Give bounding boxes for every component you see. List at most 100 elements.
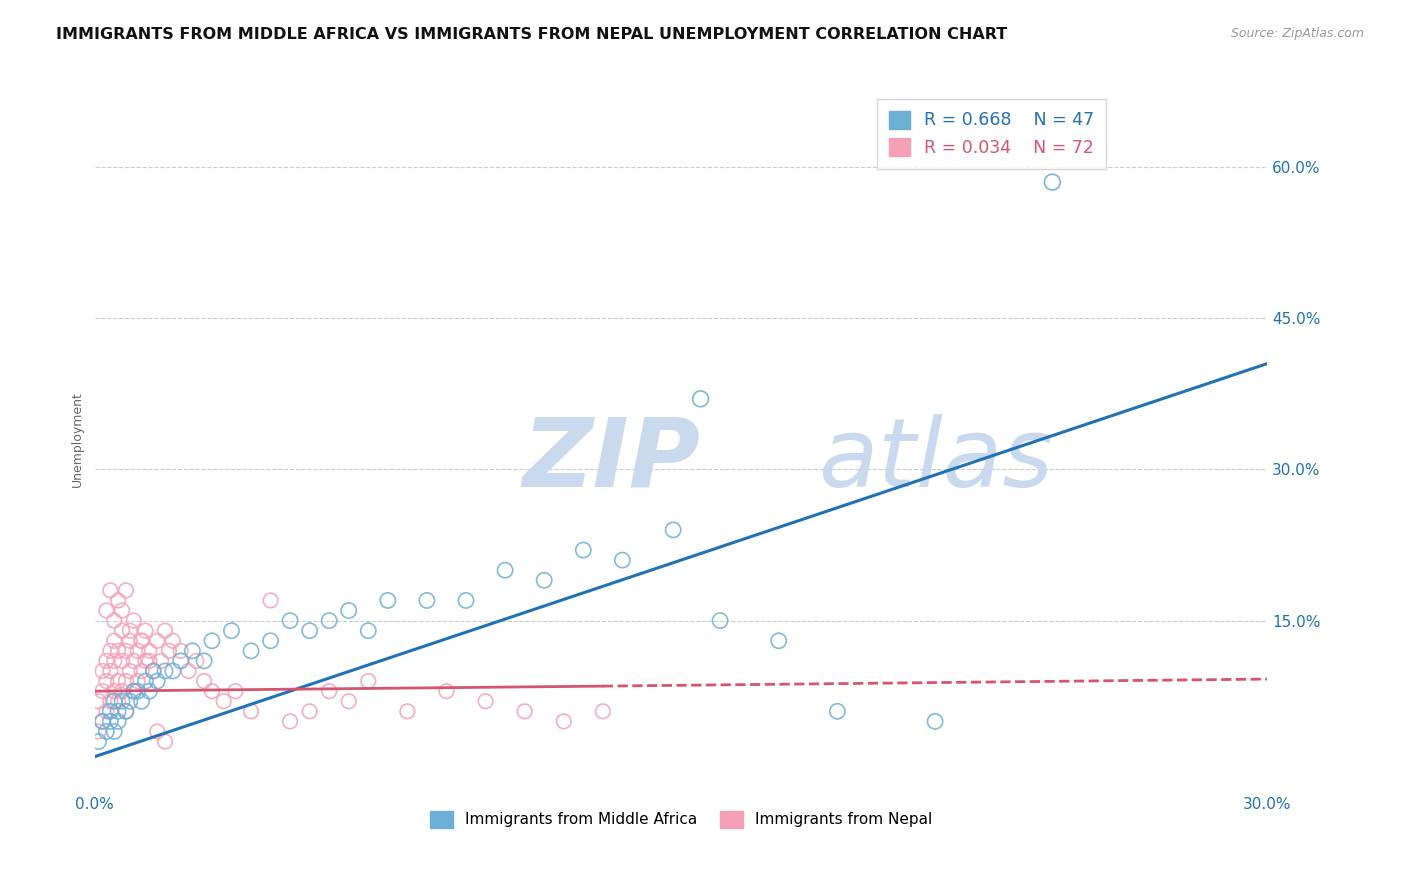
- Point: [138, 654, 160, 668]
- Point: [111, 654, 134, 668]
- Point: [131, 694, 153, 708]
- Point: [127, 684, 149, 698]
- Point: [103, 654, 125, 668]
- Point: [96, 704, 118, 718]
- Point: [131, 633, 153, 648]
- Point: [118, 624, 141, 638]
- Point: [103, 684, 125, 698]
- Point: [416, 593, 439, 607]
- Point: [98, 704, 121, 718]
- Point: [115, 583, 138, 598]
- Point: [131, 633, 153, 648]
- Point: [91, 714, 114, 729]
- Point: [118, 664, 141, 678]
- Point: [122, 684, 145, 698]
- Point: [87, 694, 110, 708]
- Point: [103, 633, 125, 648]
- Point: [212, 694, 235, 708]
- Point: [221, 624, 243, 638]
- Point: [162, 664, 184, 678]
- Point: [169, 644, 191, 658]
- Point: [177, 664, 200, 678]
- Text: ZIP: ZIP: [523, 414, 700, 507]
- Point: [153, 664, 176, 678]
- Point: [138, 644, 160, 658]
- Point: [474, 694, 496, 708]
- Point: [111, 694, 134, 708]
- Point: [193, 654, 215, 668]
- Point: [134, 674, 156, 689]
- Point: [240, 704, 263, 718]
- Point: [513, 704, 536, 718]
- Point: [107, 704, 129, 718]
- Point: [592, 704, 614, 718]
- Point: [107, 644, 129, 658]
- Point: [98, 644, 121, 658]
- Point: [150, 654, 173, 668]
- Point: [98, 694, 121, 708]
- Point: [107, 674, 129, 689]
- Point: [115, 704, 138, 718]
- Point: [118, 694, 141, 708]
- Point: [91, 684, 114, 698]
- Point: [357, 624, 380, 638]
- Point: [494, 563, 516, 577]
- Point: [181, 644, 204, 658]
- Point: [127, 644, 149, 658]
- Point: [96, 603, 118, 617]
- Point: [377, 593, 399, 607]
- Y-axis label: Unemployment: Unemployment: [72, 392, 84, 487]
- Point: [153, 624, 176, 638]
- Point: [318, 684, 340, 698]
- Point: [131, 664, 153, 678]
- Point: [134, 624, 156, 638]
- Legend: Immigrants from Middle Africa, Immigrants from Nepal: Immigrants from Middle Africa, Immigrant…: [423, 805, 938, 834]
- Point: [662, 523, 685, 537]
- Point: [259, 593, 281, 607]
- Point: [91, 664, 114, 678]
- Point: [193, 674, 215, 689]
- Point: [572, 543, 595, 558]
- Point: [357, 674, 380, 689]
- Point: [186, 654, 208, 668]
- Point: [107, 593, 129, 607]
- Point: [396, 704, 419, 718]
- Point: [709, 614, 731, 628]
- Point: [169, 654, 191, 668]
- Point: [107, 694, 129, 708]
- Point: [157, 644, 180, 658]
- Point: [127, 674, 149, 689]
- Point: [111, 624, 134, 638]
- Point: [1040, 175, 1063, 189]
- Point: [689, 392, 711, 406]
- Point: [278, 714, 301, 729]
- Point: [115, 674, 138, 689]
- Point: [103, 614, 125, 628]
- Point: [107, 714, 129, 729]
- Point: [146, 724, 169, 739]
- Text: Source: ZipAtlas.com: Source: ZipAtlas.com: [1230, 27, 1364, 40]
- Point: [240, 644, 263, 658]
- Point: [115, 644, 138, 658]
- Point: [768, 633, 790, 648]
- Point: [111, 684, 134, 698]
- Point: [142, 664, 165, 678]
- Point: [924, 714, 946, 729]
- Text: IMMIGRANTS FROM MIDDLE AFRICA VS IMMIGRANTS FROM NEPAL UNEMPLOYMENT CORRELATION : IMMIGRANTS FROM MIDDLE AFRICA VS IMMIGRA…: [56, 27, 1008, 42]
- Point: [122, 614, 145, 628]
- Point: [96, 724, 118, 739]
- Point: [134, 654, 156, 668]
- Point: [96, 654, 118, 668]
- Point: [96, 674, 118, 689]
- Point: [87, 734, 110, 748]
- Point: [98, 583, 121, 598]
- Point: [612, 553, 634, 567]
- Point: [298, 704, 321, 718]
- Text: atlas: atlas: [818, 414, 1053, 507]
- Point: [118, 633, 141, 648]
- Point: [91, 714, 114, 729]
- Point: [201, 684, 224, 698]
- Point: [142, 664, 165, 678]
- Point: [122, 654, 145, 668]
- Point: [224, 684, 246, 698]
